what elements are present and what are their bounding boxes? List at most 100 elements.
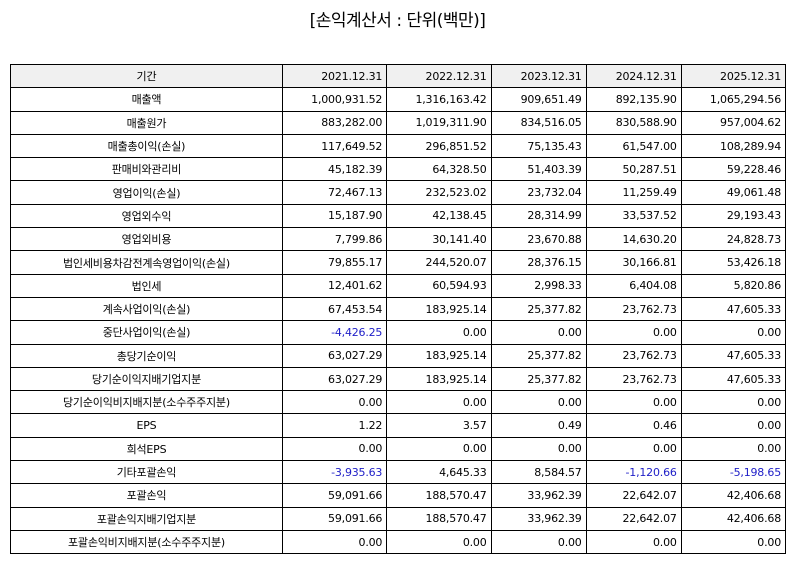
value-cell: 23,762.73 [585, 296, 682, 322]
table-row: 기타포괄손익 -3,935.63 4,645.33 8,584.57 -1,120.66… [10, 460, 787, 485]
value-cell: 61,547.00 [585, 133, 682, 159]
value-cell: 42,138.45 [386, 203, 492, 229]
value-cell: 232,523.02 [386, 180, 492, 205]
value-cell: 0.00 [490, 436, 587, 462]
row-label: 중단사업이익(손실) [10, 320, 283, 345]
table-row: 영업외수익 15,187.90 42,138.45 28,314.99 33,537.5… [10, 203, 787, 229]
value-cell: 1,065,294.56 [680, 87, 787, 112]
value-cell: 108,289.94 [680, 133, 787, 159]
value-cell: 1,316,163.42 [386, 87, 492, 112]
table-row: 당기순이익지배기업지분 63,027.29 183,925.14 25,377.82 2… [10, 366, 787, 392]
row-label: 당기순이익비지배지분(소수주주지분) [10, 390, 283, 415]
value-cell: 183,925.14 [386, 343, 492, 368]
value-cell: 0.00 [386, 436, 492, 462]
value-cell: 33,537.52 [585, 203, 682, 229]
value-cell: 0.00 [680, 390, 787, 415]
value-cell: 0.00 [281, 529, 388, 555]
value-cell: 0.00 [281, 390, 388, 415]
row-label: 매출액 [10, 87, 283, 112]
value-cell: 909,651.49 [490, 87, 587, 112]
value-cell: 0.00 [680, 320, 787, 345]
row-label: 법인세 [10, 273, 283, 298]
value-cell: 25,377.82 [490, 366, 587, 392]
value-cell: 2,998.33 [490, 273, 587, 298]
value-cell: 183,925.14 [386, 366, 492, 392]
value-cell: 23,762.73 [585, 366, 682, 392]
value-cell: 42,406.68 [680, 483, 787, 508]
value-cell: 8,584.57 [490, 460, 587, 485]
value-cell: 47,605.33 [680, 296, 787, 322]
value-cell: 5,820.86 [680, 273, 787, 298]
value-cell: 3.57 [386, 413, 492, 438]
value-cell: 63,027.29 [281, 343, 388, 368]
value-cell: 75,135.43 [490, 133, 587, 159]
value-cell: 117,649.52 [281, 133, 388, 159]
table-row: 포괄손익비지배지분(소수주주지분) 0.00 0.00 0.00 0.00 0.00 [10, 529, 787, 555]
row-label: EPS [10, 413, 283, 438]
row-label: 영업외수익 [10, 203, 283, 229]
value-cell: 33,962.39 [490, 506, 587, 531]
table-row: 매출원가 883,282.00 1,019,311.90 834,516.05 830,… [10, 110, 787, 135]
value-cell: 6,404.08 [585, 273, 682, 298]
value-cell: 28,314.99 [490, 203, 587, 229]
value-cell: -3,935.63 [281, 460, 388, 485]
value-cell: 12,401.62 [281, 273, 388, 298]
table-row: 중단사업이익(손실) -4,426.25 0.00 0.00 0.00 0.00 [10, 320, 787, 345]
value-cell: 1.22 [281, 413, 388, 438]
year-header: 2022.12.31 [386, 63, 492, 89]
value-cell: 188,570.47 [386, 506, 492, 531]
value-cell: 0.00 [490, 529, 587, 555]
period-header: 기간 [10, 63, 283, 89]
value-cell: 30,141.40 [386, 227, 492, 252]
value-cell: 0.00 [680, 436, 787, 462]
value-cell: -1,120.66 [585, 460, 682, 485]
row-label: 총당기순이익 [10, 343, 283, 368]
value-cell: 22,642.07 [585, 483, 682, 508]
value-cell: 22,642.07 [585, 506, 682, 531]
value-cell: 30,166.81 [585, 250, 682, 275]
row-label: 포괄손익비지배지분(소수주주지분) [10, 529, 283, 555]
value-cell: 60,594.93 [386, 273, 492, 298]
value-cell: 0.00 [585, 320, 682, 345]
value-cell: 25,377.82 [490, 343, 587, 368]
value-cell: 892,135.90 [585, 87, 682, 112]
value-cell: 63,027.29 [281, 366, 388, 392]
value-cell: 25,377.82 [490, 296, 587, 322]
value-cell: 0.49 [490, 413, 587, 438]
row-label: 희석EPS [10, 436, 283, 462]
value-cell: 47,605.33 [680, 366, 787, 392]
table-row: 영업이익(손실) 72,467.13 232,523.02 23,732.04 11,2… [10, 180, 787, 205]
value-cell: 188,570.47 [386, 483, 492, 508]
value-cell: 0.00 [585, 529, 682, 555]
row-label: 당기순이익지배기업지분 [10, 366, 283, 392]
value-cell: 11,259.49 [585, 180, 682, 205]
value-cell: 49,061.48 [680, 180, 787, 205]
table-row: 법인세 12,401.62 60,594.93 2,998.33 6,404.08 5,8… [10, 273, 787, 298]
page-title: [손익계산서 : 단위(백만)] [309, 11, 486, 31]
value-cell: -4,426.25 [281, 320, 388, 345]
table-row: 포괄손익지배기업지분 59,091.66 188,570.47 33,962.39 22… [10, 506, 787, 531]
value-cell: 0.00 [281, 436, 388, 462]
row-label: 계속사업이익(손실) [10, 296, 283, 322]
table-row: 포괄손익 59,091.66 188,570.47 33,962.39 22,642.0… [10, 483, 787, 508]
year-header: 2024.12.31 [585, 63, 682, 89]
value-cell: 28,376.15 [490, 250, 587, 275]
value-cell: 53,426.18 [680, 250, 787, 275]
value-cell: 296,851.52 [386, 133, 492, 159]
income-statement-table: 기간 2021.12.31 2022.12.31 2023.12.31 2024… [10, 63, 787, 555]
table-row: 영업외비용 7,799.86 30,141.40 23,670.88 14,630.20… [10, 227, 787, 252]
table-row: 당기순이익비지배지분(소수주주지분) 0.00 0.00 0.00 0.00 0.00 [10, 390, 787, 415]
value-cell: 7,799.86 [281, 227, 388, 252]
row-label: 포괄손익지배기업지분 [10, 506, 283, 531]
value-cell: 0.46 [585, 413, 682, 438]
row-label: 매출원가 [10, 110, 283, 135]
value-cell: 183,925.14 [386, 296, 492, 322]
value-cell: 883,282.00 [281, 110, 388, 135]
value-cell: 0.00 [585, 390, 682, 415]
table-header-row: 기간 2021.12.31 2022.12.31 2023.12.31 2024… [10, 63, 787, 89]
value-cell: 830,588.90 [585, 110, 682, 135]
value-cell: 0.00 [680, 529, 787, 555]
value-cell: -5,198.65 [680, 460, 787, 485]
value-cell: 72,467.13 [281, 180, 388, 205]
value-cell: 64,328.50 [386, 157, 492, 182]
